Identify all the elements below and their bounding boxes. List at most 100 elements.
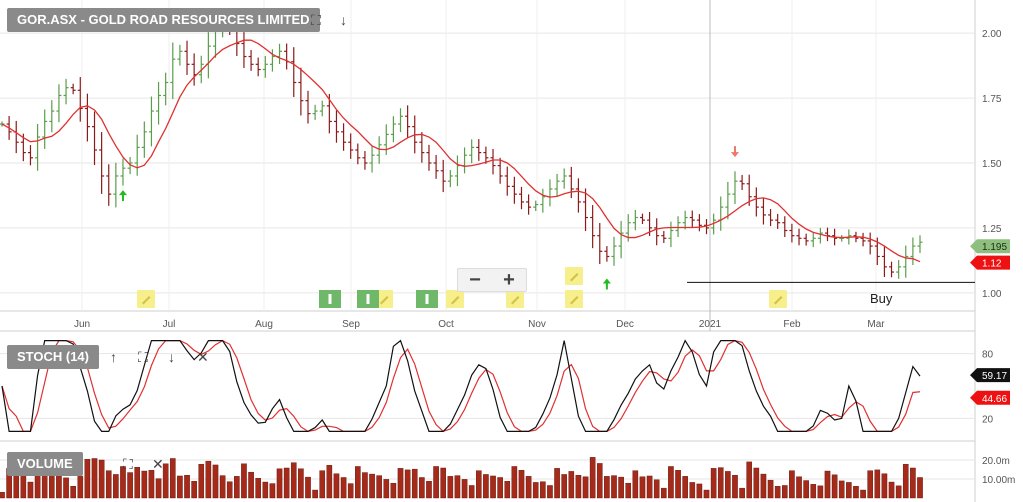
volume-bar: [632, 470, 639, 499]
x-tick-label: Feb: [783, 319, 801, 330]
volume-bar: [732, 475, 738, 499]
pencil-icon-glyph: [451, 296, 460, 305]
pencil-icon-glyph: [511, 296, 520, 305]
volume-bar: [561, 474, 567, 499]
arrow-down-icon[interactable]: ↓: [168, 349, 175, 365]
volume-bar: [340, 477, 347, 499]
volume-bar: [419, 477, 425, 499]
volume-bar: [781, 485, 788, 499]
volume-bar: [803, 480, 809, 499]
volume-bar: [134, 467, 141, 499]
ma-price-tag-bg: [970, 255, 1010, 270]
volume-bar: [162, 463, 169, 499]
volume-bar: [468, 485, 475, 499]
volume-bar: [504, 481, 511, 499]
volume-bar: [383, 479, 390, 499]
zoom-controls: − +: [457, 268, 527, 292]
expand-icon[interactable]: ⛶: [311, 12, 321, 28]
stoch-panel-title: STOCH (14): [7, 345, 99, 369]
stoch-y-tick-label: 80: [982, 350, 994, 361]
x-tick-label: Sep: [342, 319, 360, 330]
volume-bar: [817, 485, 824, 499]
x-tick-label: Jun: [74, 319, 90, 330]
volume-bar: [917, 477, 923, 499]
volume-bar: [127, 472, 133, 499]
volume-bar: [710, 468, 717, 499]
close-icon[interactable]: ✕: [152, 456, 164, 472]
pencil-icon-glyph: [380, 296, 389, 305]
volume-bar: [895, 485, 902, 499]
volume-bar: [604, 476, 610, 499]
volume-bar: [355, 466, 361, 499]
volume-bar: [582, 476, 589, 499]
arrow-down-icon[interactable]: ↓: [340, 12, 347, 28]
volume-bar: [141, 470, 148, 499]
volume-bar: [860, 489, 866, 499]
volume-bar: [155, 478, 162, 499]
x-tick-label: Oct: [438, 319, 454, 330]
volume-bar: [668, 466, 674, 499]
volume-bar: [497, 477, 503, 499]
x-tick-label: Mar: [867, 319, 885, 330]
zoom-out-button[interactable]: −: [469, 269, 481, 291]
buy-annotation-text: Buy: [870, 291, 893, 306]
volume-bar: [84, 459, 91, 499]
volume-bar: [589, 457, 596, 499]
stoch-d-tag: 44.66: [982, 394, 1007, 405]
volume-bar: [191, 481, 197, 499]
volume-bar: [426, 481, 432, 499]
volume-bar: [596, 463, 603, 499]
volume-bar: [319, 470, 326, 499]
volume-bar: [433, 466, 439, 499]
volume-bar: [831, 474, 838, 499]
stoch-k-tag: 59.17: [982, 371, 1007, 382]
volume-bar: [661, 487, 667, 499]
volume-bar: [305, 476, 311, 499]
volume-bar: [796, 476, 802, 499]
volume-bar: [625, 482, 632, 499]
volume-bar: [169, 458, 176, 499]
price-y-tick-label: 1.50: [982, 159, 1002, 170]
zoom-in-button[interactable]: +: [503, 269, 515, 291]
x-tick-label: 2021: [699, 319, 722, 330]
volume-bar: [376, 475, 382, 499]
stoch-d-line: [1, 339, 921, 433]
volume-bar: [212, 464, 219, 499]
volume-bar: [547, 485, 553, 499]
volume-bar: [703, 489, 710, 499]
volume-bar: [333, 473, 340, 499]
info-icon-glyph: [328, 294, 332, 304]
volume-bar: [63, 477, 69, 499]
volume-bar: [347, 483, 354, 499]
stoch-k-tag-bg: [970, 368, 1010, 383]
volume-bar: [326, 465, 333, 499]
volume-bar: [888, 481, 895, 499]
last-price-tag-bg: [970, 239, 1010, 254]
volume-bar: [824, 470, 831, 499]
stoch-k-line: [1, 339, 921, 432]
volume-bar: [475, 470, 482, 499]
volume-bar: [269, 483, 276, 499]
volume-bar: [867, 470, 873, 499]
arrow-up-icon[interactable]: ↑: [110, 349, 117, 365]
expand-icon[interactable]: ⛶: [123, 456, 133, 472]
volume-bar: [70, 486, 76, 499]
volume-bar: [148, 470, 155, 499]
volume-bar: [461, 479, 468, 499]
volume-bar: [739, 487, 745, 499]
volume-bar: [234, 476, 240, 499]
volume-bar: [105, 470, 112, 499]
volume-bar: [369, 473, 375, 499]
volume-bar: [532, 482, 539, 499]
volume-bar: [746, 461, 753, 499]
expand-icon[interactable]: ⛶: [138, 349, 148, 365]
volume-bar: [205, 460, 212, 499]
volume-bar: [276, 468, 283, 499]
volume-bar: [575, 475, 582, 499]
volume-bar: [447, 476, 454, 499]
price-y-tick-label: 1.75: [982, 94, 1002, 105]
close-icon[interactable]: ✕: [197, 349, 209, 365]
volume-panel-title: VOLUME: [7, 452, 83, 476]
volume-bar: [312, 489, 318, 499]
